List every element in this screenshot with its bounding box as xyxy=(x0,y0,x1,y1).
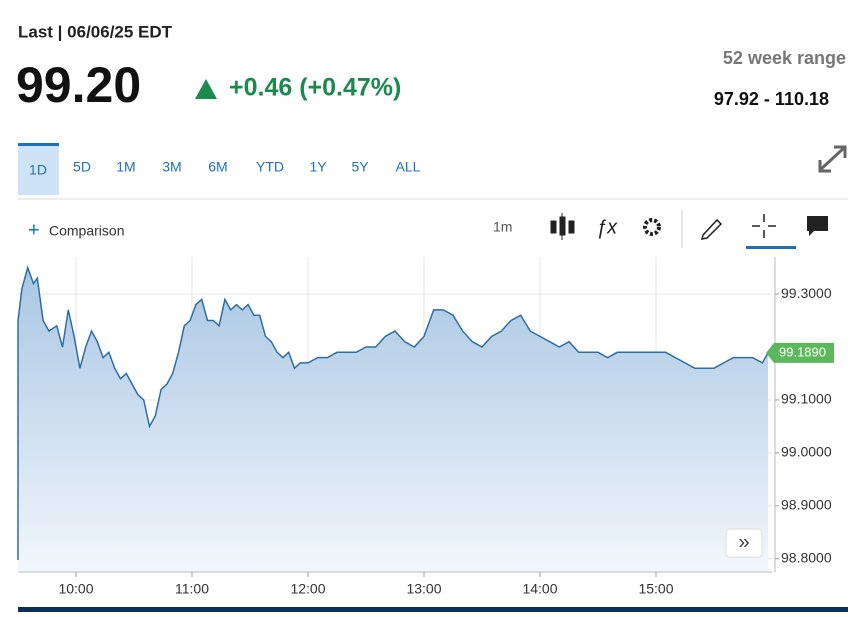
y-tick-label: 98.9000 xyxy=(781,497,832,513)
range-tab[interactable]: 3M xyxy=(162,159,181,175)
scroll-button[interactable] xyxy=(725,528,763,558)
range-tab[interactable]: 5D xyxy=(73,159,91,175)
plot: 98.8000 98.9000 99.0000 99.1000 99.3000 10:00… xyxy=(17,257,834,597)
plus-icon[interactable]: + xyxy=(28,219,40,241)
range-tab[interactable]: 5Y xyxy=(351,159,369,175)
price: 99.20 xyxy=(16,57,141,113)
tab-selected-bg xyxy=(18,145,59,195)
y-tick-label: 99.0000 xyxy=(781,444,832,460)
range-tab[interactable]: 1M xyxy=(116,159,135,175)
range-tab[interactable]: YTD xyxy=(256,159,284,175)
change: +0.46 (+0.47%) xyxy=(229,74,401,102)
area xyxy=(18,267,769,572)
fx-icon[interactable]: ƒx xyxy=(596,216,618,238)
crosshair-icon[interactable] xyxy=(752,214,776,238)
last-value-tag xyxy=(766,342,834,363)
price-line xyxy=(17,265,769,429)
x-tick-label: 15:00 xyxy=(638,581,673,597)
x-tick-label: 11:00 xyxy=(175,581,209,597)
range-tab[interactable]: 1D xyxy=(29,162,47,178)
range-tab[interactable]: 6M xyxy=(208,159,227,175)
interval[interactable]: 1m xyxy=(493,219,512,235)
range-tab[interactable]: ALL xyxy=(396,159,421,175)
up-arrow xyxy=(195,79,217,99)
candle-icon[interactable] xyxy=(550,213,575,240)
y-tick-label: 98.8000 xyxy=(781,549,832,565)
range-title: 52 week range xyxy=(723,48,846,68)
crosshair-active xyxy=(746,246,796,249)
x-tick-label: 10:00 xyxy=(58,581,93,597)
comparison-button[interactable]: Comparison xyxy=(49,223,124,239)
x-tick-label: 12:00 xyxy=(290,581,325,597)
draw-icon[interactable] xyxy=(700,218,723,240)
settings-icon[interactable] xyxy=(643,218,661,236)
scroll-icon[interactable]: » xyxy=(738,531,749,553)
last-value-label: 99.1890 xyxy=(779,344,826,359)
comment-icon[interactable] xyxy=(807,216,828,236)
bottom-bar xyxy=(18,607,848,612)
expand-icon[interactable] xyxy=(818,145,847,173)
last-label: Last | 06/06/25 EDT xyxy=(18,22,173,41)
tab-selected-bar xyxy=(18,143,59,146)
x-tick-label: 14:00 xyxy=(522,581,557,597)
x-tick-label: 13:00 xyxy=(406,581,441,597)
y-tick-label: 99.3000 xyxy=(781,285,832,301)
range-tab[interactable]: 1Y xyxy=(309,159,327,175)
tabs: 1D 5D 1M 3M 6M YTD 1Y 5Y ALL xyxy=(29,159,421,178)
range-value: 97.92 - 110.18 xyxy=(714,89,829,109)
y-tick-label: 99.1000 xyxy=(781,391,832,407)
